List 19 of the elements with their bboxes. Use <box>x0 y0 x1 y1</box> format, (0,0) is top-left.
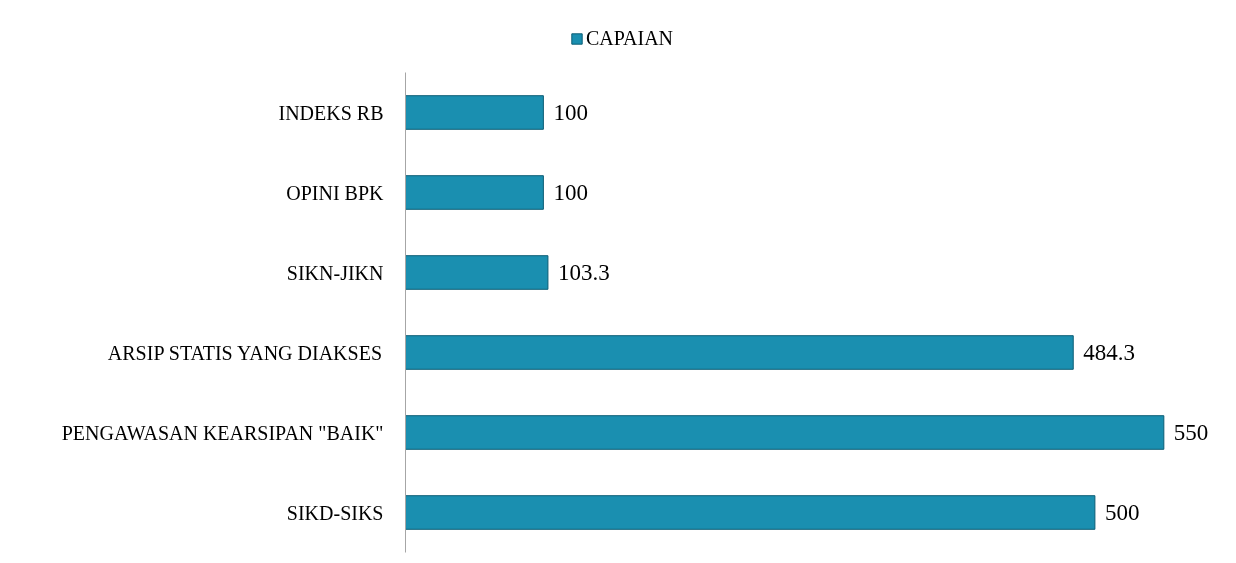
y-tick-label: INDEKS RB <box>278 101 384 124</box>
data-label: 100 <box>553 180 588 205</box>
data-label: 550 <box>1173 420 1209 445</box>
data-label: 500 <box>1104 500 1140 525</box>
bar <box>405 175 544 210</box>
y-tick-label: ARSIP STATIS YANG DIAKSES <box>107 341 383 364</box>
y-tick-label: OPINI BPK <box>286 181 385 204</box>
legend-label: CAPAIAN <box>586 27 674 50</box>
bar <box>405 95 544 130</box>
data-label: 100 <box>553 100 588 125</box>
y-tick-label: PENGAWASAN KEARSIPAN "BAIK" <box>61 421 384 444</box>
bar <box>405 335 1074 370</box>
bar <box>405 495 1096 530</box>
bar <box>405 255 549 290</box>
data-label: 484.3 <box>1083 340 1135 365</box>
bar <box>405 415 1165 450</box>
y-tick-label: SIKN-JIKN <box>286 261 384 284</box>
data-label: 103.3 <box>557 260 610 285</box>
y-tick-label: SIKD-SIKS <box>286 501 384 524</box>
